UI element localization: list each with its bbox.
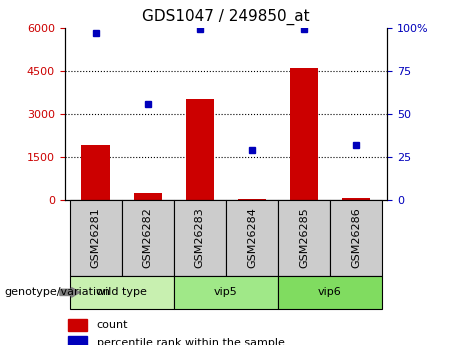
Bar [70,276,174,309]
Text: count: count [97,321,128,330]
Bar [226,200,278,276]
Text: GSM26285: GSM26285 [299,208,309,268]
Text: vip6: vip6 [318,287,342,297]
Text: genotype/variation: genotype/variation [5,287,111,297]
Bar [174,200,226,276]
Text: GSM26286: GSM26286 [351,208,361,268]
Text: GSM26282: GSM26282 [143,208,153,268]
Bar [68,336,87,345]
Text: vip5: vip5 [214,287,238,297]
Text: GSM26283: GSM26283 [195,208,205,268]
Text: GSM26281: GSM26281 [91,208,101,268]
Bar [237,199,266,200]
Bar [68,319,87,331]
Bar [122,200,174,276]
Bar [185,99,214,200]
Bar [290,68,318,200]
Bar [330,200,382,276]
Title: GDS1047 / 249850_at: GDS1047 / 249850_at [142,9,310,25]
Bar [278,200,330,276]
Text: percentile rank within the sample: percentile rank within the sample [97,338,285,345]
Bar [342,198,370,200]
Text: wild type: wild type [96,287,147,297]
Bar [82,146,110,200]
Bar [70,200,122,276]
Text: GSM26284: GSM26284 [247,208,257,268]
Bar [134,193,162,200]
Bar [174,276,278,309]
Bar [278,276,382,309]
